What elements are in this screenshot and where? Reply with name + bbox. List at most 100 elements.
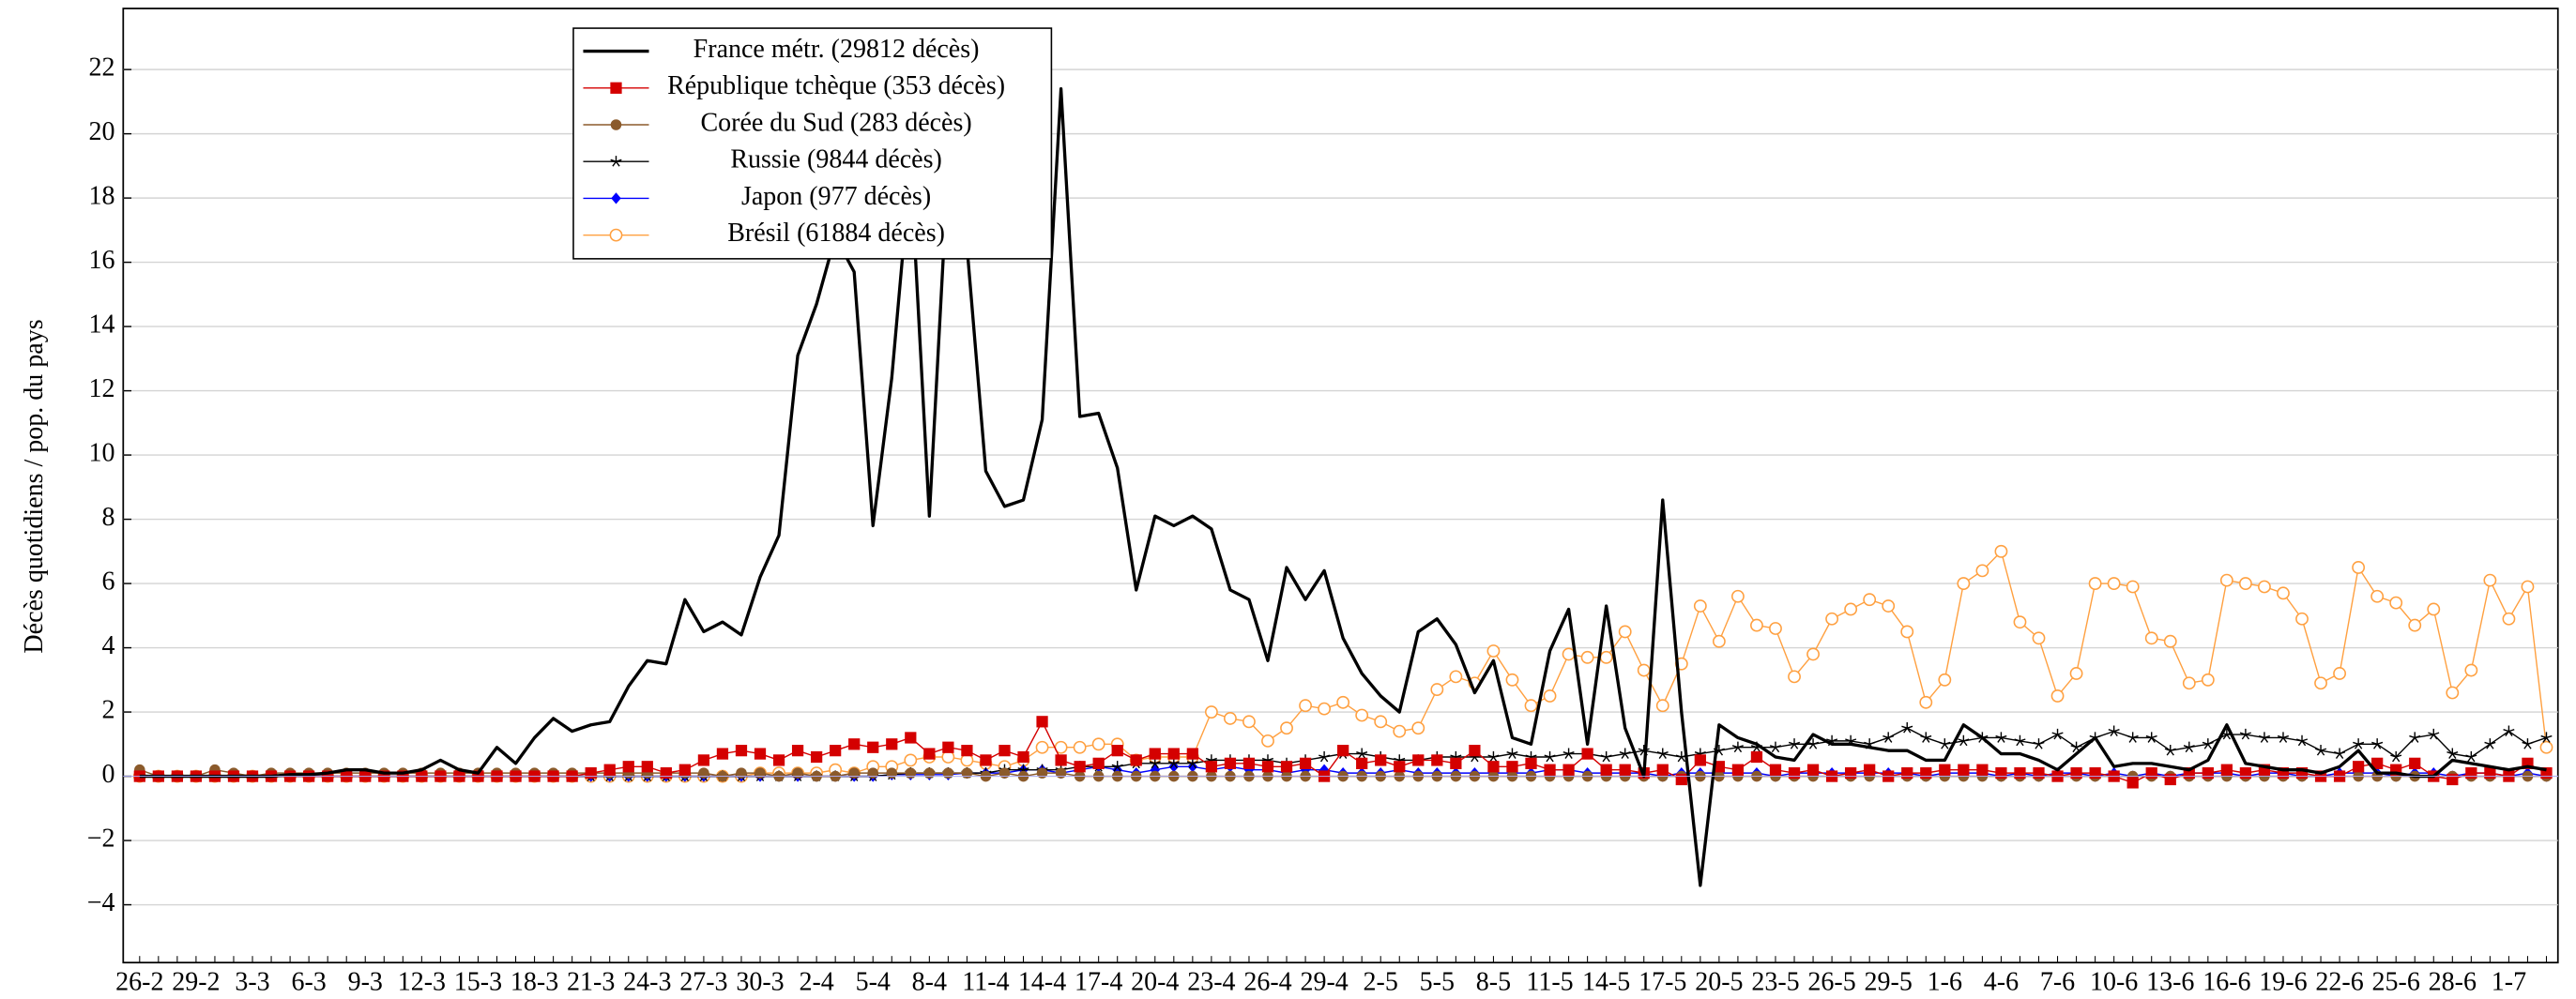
marker xyxy=(867,767,879,779)
marker xyxy=(2182,676,2196,690)
marker xyxy=(603,764,616,776)
marker xyxy=(2033,766,2045,780)
marker xyxy=(1261,734,1274,748)
marker xyxy=(1844,602,1858,616)
marker xyxy=(1675,773,1687,786)
marker xyxy=(1242,715,1256,729)
marker xyxy=(2427,602,2441,616)
marker xyxy=(1224,711,1237,725)
series-line xyxy=(139,551,2548,778)
marker xyxy=(2483,573,2497,587)
marker xyxy=(2107,577,2121,590)
x-tick-label: 6-3 xyxy=(291,967,326,996)
marker xyxy=(1356,757,1368,769)
marker xyxy=(848,738,861,750)
marker xyxy=(1036,767,1048,779)
marker xyxy=(754,748,767,760)
marker xyxy=(2258,732,2270,743)
marker xyxy=(2069,667,2083,680)
marker xyxy=(2446,773,2459,786)
marker xyxy=(2183,741,2195,753)
x-tick-label: 14-5 xyxy=(1582,967,1630,996)
marker xyxy=(1562,764,1575,776)
marker xyxy=(1958,734,1970,747)
marker xyxy=(2314,676,2327,690)
marker xyxy=(1073,740,1087,754)
marker xyxy=(660,766,672,780)
marker xyxy=(2295,734,2309,747)
x-tick-label: 5-5 xyxy=(1420,967,1455,996)
marker xyxy=(1205,761,1218,773)
marker xyxy=(2258,580,2271,594)
x-tick-label: 26-5 xyxy=(1807,967,1855,996)
legend-label: Japon (977 décès) xyxy=(741,182,931,211)
marker xyxy=(1149,757,1161,769)
marker xyxy=(1957,577,1971,590)
x-tick-label: 5-4 xyxy=(856,967,891,996)
y-tick-label: 2 xyxy=(102,695,115,724)
x-tick-label: 2-4 xyxy=(799,967,833,996)
x-tick-label: 2-5 xyxy=(1364,967,1398,996)
marker xyxy=(2503,725,2515,736)
marker xyxy=(1920,766,1932,780)
y-tick-label: 8 xyxy=(102,503,115,532)
x-tick-label: 27-3 xyxy=(679,967,727,996)
marker xyxy=(1750,750,1763,764)
marker xyxy=(1411,721,1425,735)
marker xyxy=(923,767,936,779)
marker xyxy=(1975,564,1989,578)
marker xyxy=(755,767,766,779)
marker xyxy=(1544,764,1556,776)
marker xyxy=(942,741,954,753)
marker xyxy=(2163,634,2177,648)
marker xyxy=(2277,732,2290,743)
marker xyxy=(1769,622,1782,635)
marker xyxy=(1693,599,1707,613)
y-tick-label: 16 xyxy=(89,246,115,275)
marker xyxy=(1506,761,1518,773)
y-tick-label: 20 xyxy=(89,117,115,146)
marker xyxy=(622,761,634,773)
x-tick-label: 30-3 xyxy=(736,967,784,996)
marker xyxy=(1976,764,1989,776)
marker xyxy=(1055,754,1067,766)
marker xyxy=(2126,580,2140,594)
y-tick-label: −4 xyxy=(87,888,115,917)
marker xyxy=(2013,615,2027,629)
marker xyxy=(2428,728,2440,740)
marker xyxy=(1938,673,1952,687)
marker xyxy=(2315,745,2327,756)
marker xyxy=(1712,634,1726,648)
marker xyxy=(1863,593,1877,607)
x-tick-label: 1-6 xyxy=(1928,967,1962,996)
marker xyxy=(716,748,729,760)
marker xyxy=(772,754,785,766)
y-tick-label: 18 xyxy=(89,182,115,211)
marker xyxy=(2409,757,2421,769)
marker xyxy=(697,754,710,766)
marker xyxy=(1337,745,1349,757)
marker xyxy=(678,764,691,776)
marker xyxy=(1882,732,1895,743)
marker xyxy=(2014,734,2026,747)
y-tick-label: −2 xyxy=(87,824,115,853)
marker xyxy=(2220,764,2233,776)
marker xyxy=(830,745,842,757)
x-tick-label: 19-6 xyxy=(2259,967,2307,996)
marker xyxy=(1958,764,1970,776)
marker xyxy=(1167,748,1180,760)
y-tick-label: 12 xyxy=(89,374,115,403)
marker xyxy=(1487,750,1500,763)
marker xyxy=(1939,738,1951,749)
x-tick-label: 9-3 xyxy=(348,967,383,996)
marker xyxy=(2145,766,2157,780)
marker xyxy=(2371,738,2384,749)
y-tick-label: 14 xyxy=(89,310,115,340)
marker xyxy=(1788,670,1801,684)
marker xyxy=(923,748,936,760)
marker xyxy=(1318,702,1332,716)
marker xyxy=(2201,673,2215,687)
legend-label: République tchèque (353 décès) xyxy=(667,71,1005,100)
marker xyxy=(2408,618,2422,632)
marker xyxy=(1450,757,1462,769)
